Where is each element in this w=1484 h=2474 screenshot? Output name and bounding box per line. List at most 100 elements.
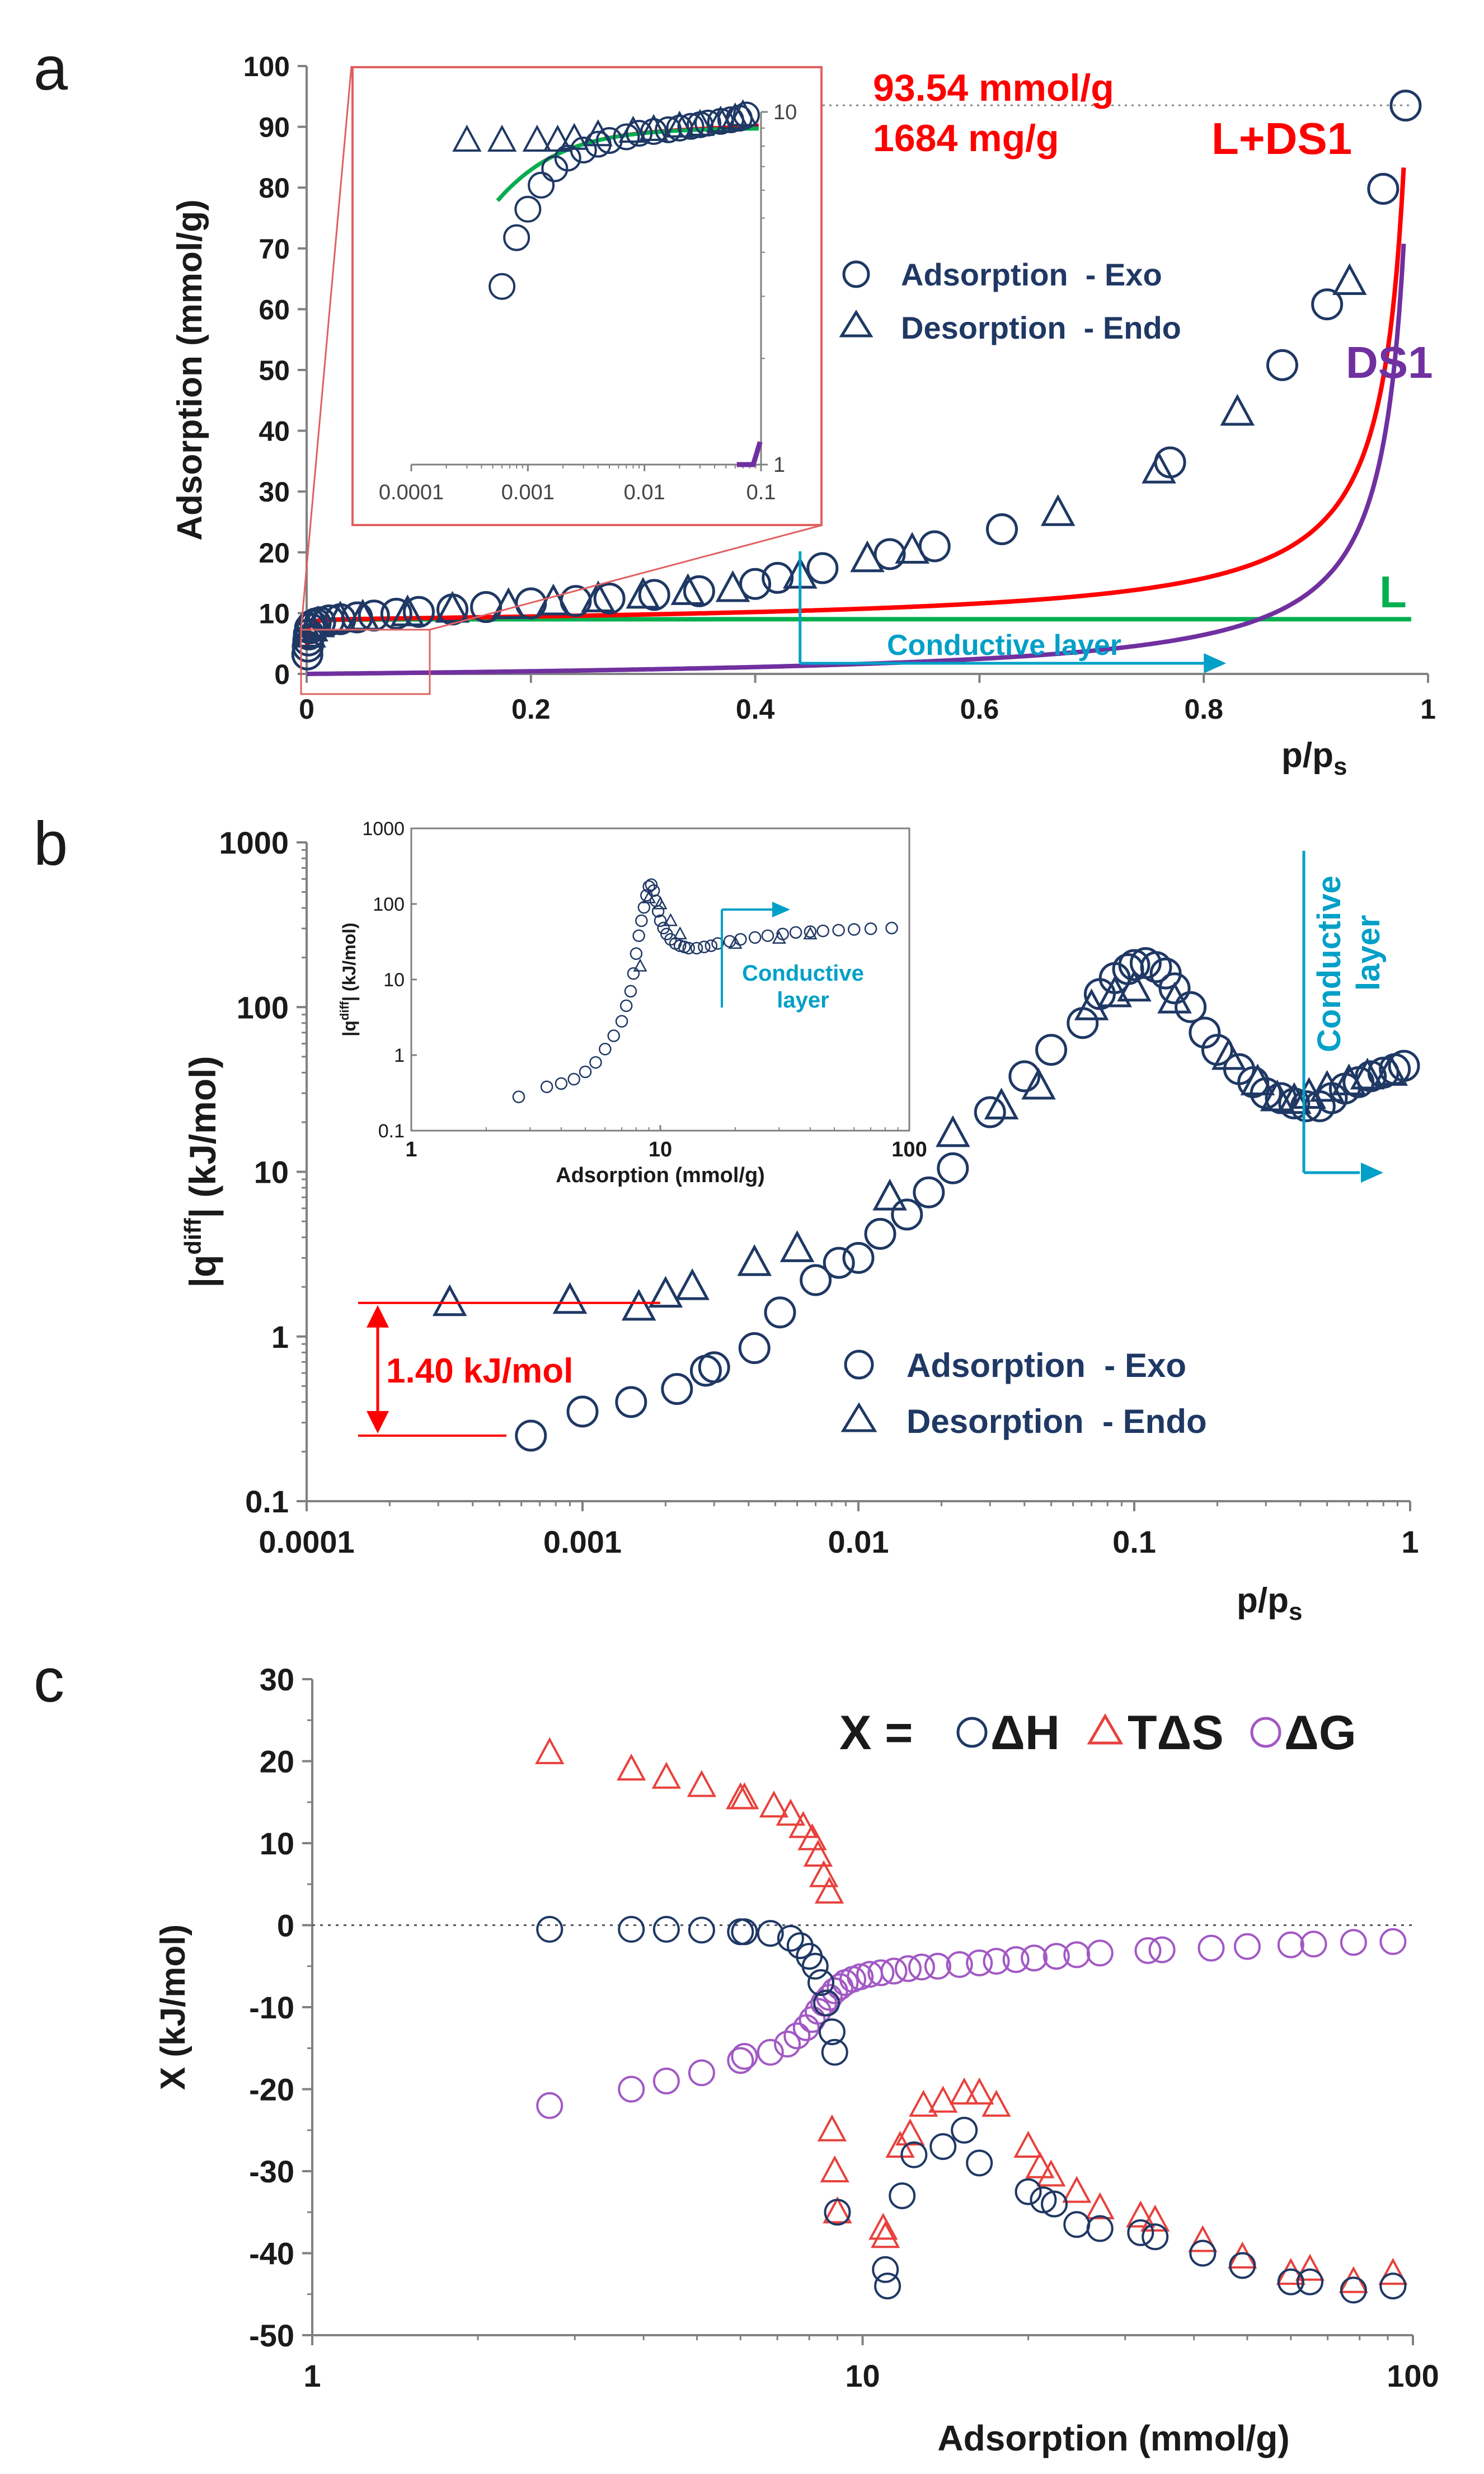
panel-b-inset-conductive-label-1: Conductive [742, 961, 864, 986]
panel-b-adsorption-point [937, 1152, 969, 1184]
panel-c-dh-point [801, 1952, 829, 1980]
panel-c-tds-point [1295, 2253, 1325, 2281]
panel-b-inset-adsorption-point [804, 925, 817, 938]
panel-c-dh-point [1142, 2223, 1169, 2251]
combined-curve [304, 167, 1406, 649]
panel-c-tds-point [814, 1876, 844, 1904]
panel-b-inset-adsorption-point [711, 937, 724, 950]
panel-c-y-axis-title: X (kJ/mol) [154, 1924, 192, 2090]
panel-c-dh-point [1086, 2215, 1114, 2242]
panel-a-y-axis-title: Adsorption (mmol/g) [171, 199, 209, 541]
panel-c-tds-point [871, 2221, 900, 2248]
panel-a-zoom-connector-right [429, 524, 823, 631]
panel-b-inset-y-tick-label: 1000 [362, 818, 405, 840]
panel-b-inset-adsorption-point [632, 929, 645, 942]
panel-b-inset-adsorption-point [848, 923, 861, 936]
panel-b-inset-x-tick-label: 100 [891, 1138, 927, 1161]
panel-b-desorption-point [872, 1178, 907, 1211]
panel-b-adsorption-point [615, 1386, 647, 1418]
panel-c-dh-point [874, 2272, 901, 2300]
legend-c-tds-marker [1087, 1713, 1124, 1745]
panel-a-inset-desorption-point [583, 119, 613, 147]
panel-a-zoom-connector-left [300, 65, 353, 630]
panel-b-x-tick-label: 0.001 [543, 1524, 622, 1559]
legend-a-desorption: Desorption - Endo [901, 310, 1181, 345]
panel-c-tds-point [1188, 2225, 1218, 2252]
panel-c-tds-point [949, 2077, 979, 2105]
panel-a-x-tick-label: 0.2 [511, 694, 551, 725]
panel-c-dg-point [536, 2092, 563, 2119]
panel-b-inset-adsorption-point [619, 999, 633, 1013]
panel-b-x-tick-label: 0.1 [1112, 1524, 1156, 1559]
legend-c-dg: ΔG [1284, 1706, 1356, 1760]
panel-a-inset-adsorption-point [613, 123, 640, 151]
panel-b-inset-adsorption-point [645, 878, 658, 891]
panel-b-inset-adsorption-point [816, 924, 829, 938]
panel-a-adsorption-point [683, 575, 715, 607]
panel-c-dg-point [1134, 1937, 1162, 1964]
panel-b-desorption-point [737, 1244, 772, 1276]
panel-c-tds-point [1036, 2159, 1066, 2187]
panel-a-y-tick-label: 80 [259, 172, 290, 204]
panel-c-tds-point [797, 1823, 827, 1850]
panel-a-inset-desorption-point [452, 124, 482, 152]
panel-a-adsorption-point [874, 538, 906, 570]
panel-a-label: a [34, 34, 68, 103]
panel-b-desorption-point [779, 1230, 815, 1262]
panel-c-dg-point [1300, 1931, 1327, 1958]
panel-c-dh-point [757, 1920, 784, 1947]
panel-b-y-tick-label: 1000 [219, 825, 289, 860]
panel-b-inset-adsorption-point [579, 1065, 592, 1079]
panel-a-inset-desorption-point [728, 99, 758, 126]
panel-c-dg-point [894, 1955, 922, 1983]
panel-c-dh-point [1063, 2211, 1091, 2238]
panel-a-inset-desorption-point [560, 123, 589, 150]
panel-b-x-tick-label: 1 [1401, 1524, 1419, 1559]
panel-b-desorption-point [1211, 1038, 1246, 1070]
panel-b-adsorption-point [891, 1198, 923, 1231]
legend-b: Adsorption - Exo Desorption - Endo [840, 1347, 1207, 1440]
panel-c-dh-point [900, 2141, 928, 2168]
panel-a-data-points [291, 90, 1422, 671]
legend-c-prefix: X = [839, 1706, 913, 1760]
panel-a-desorption-point [491, 587, 526, 619]
panel-a-inset-y-tick-label: 1 [773, 453, 785, 477]
panel-a-y-tick-label: 50 [259, 355, 290, 386]
panel-b-adsorption-point [661, 1373, 693, 1405]
panel-a-inset-desorption-point [618, 115, 648, 143]
panel-b-desorption-point [1157, 981, 1192, 1014]
panel-b-adsorption-point [823, 1247, 855, 1279]
panel-c-dh-point [1015, 2178, 1042, 2205]
panel-c-x-tick-label: 10 [845, 2358, 880, 2393]
panel-c-dg-point [983, 1947, 1010, 1975]
panel-b-inset-x-tick-label: 1 [405, 1138, 417, 1161]
panel-b-adsorption-point [515, 1419, 547, 1452]
panel-a-inset-x-tick-label: 0.0001 [379, 481, 444, 504]
panel-a-desorption-point [1332, 263, 1367, 296]
panel-c: c -50 -40 -30 -20 -10 0 10 20 30 1 10 100 X (kJ/mol)… [34, 1646, 1439, 2458]
panel-c-dg-point [1277, 1931, 1304, 1958]
panel-c-y-tick-label: -40 [249, 2236, 294, 2271]
panel-c-dh-point [872, 2256, 899, 2283]
panel-b-inset-frame [410, 827, 910, 1132]
panel-c-tds-point [535, 1737, 565, 1764]
panel-c-axes: -50 -40 -30 -20 -10 0 10 20 30 1 10 100 X (kJ/mol) Ad… [154, 1662, 1439, 2458]
panel-a-inset-x-tick-label: 0.001 [501, 481, 555, 504]
panel-b-label: b [34, 809, 68, 878]
panel-a: a 0 10 20 30 40 50 60 70 80 90 100 0 0.2 0.4 0.6 0.8 1 Ad… [34, 34, 1436, 780]
curve-label-combined: L+DS1 [1211, 114, 1352, 163]
panel-a-x-tick-label: 1 [1420, 694, 1436, 725]
panel-b-adsorption-point [800, 1264, 832, 1296]
panel-a-inset-desorption-point [665, 110, 694, 138]
panel-b-inset-adsorption-point [607, 1029, 620, 1042]
panel-c-tds-point [895, 2118, 925, 2146]
panel-a-desorption-point [1040, 494, 1076, 526]
panel-a-y-tick-label: 0 [274, 659, 290, 690]
panel-a-y-tick-label: 20 [259, 537, 290, 569]
capacity-mmol-label: 93.54 mmol/g [873, 67, 1114, 109]
panel-a-adsorption-point [1389, 90, 1422, 122]
panel-b-desorption-point [1309, 1070, 1345, 1102]
panel-b-inset-adsorption-point [654, 914, 667, 927]
panel-b-inset-adsorption-point [761, 929, 774, 942]
